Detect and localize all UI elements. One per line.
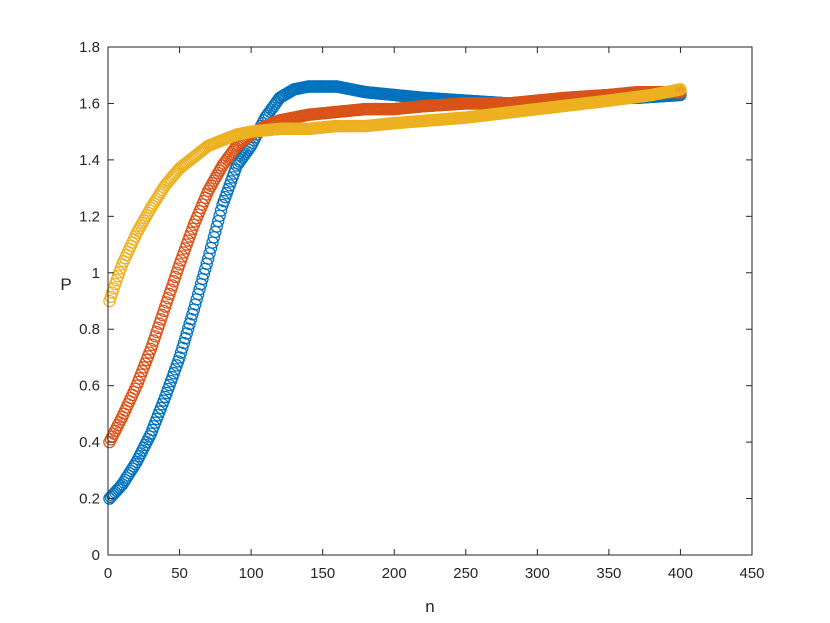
x-tick-label: 300 <box>525 565 550 582</box>
x-tick-label: 0 <box>104 565 112 582</box>
data-point <box>179 332 192 345</box>
axes-layer: 0 50 100 150 200 250 300 350 400 450 0 0.2 0.4 0.6 0.8… <box>79 39 764 582</box>
axes-box <box>107 46 753 556</box>
y-tick-label: 0 <box>92 547 100 564</box>
series-layer <box>103 80 687 505</box>
x-tick-label: 100 <box>239 565 264 582</box>
x-tick-label: 400 <box>668 565 693 582</box>
x-tick-label: 450 <box>739 565 764 582</box>
plot-area <box>108 47 752 555</box>
x-tick-label: 50 <box>171 565 188 582</box>
data-point <box>173 351 186 364</box>
data-point <box>674 83 687 96</box>
x-axis-title: n <box>425 597 434 616</box>
y-tick-label: 0.2 <box>79 491 100 508</box>
data-point <box>184 312 198 326</box>
x-tick-label: 150 <box>310 565 335 582</box>
data-point <box>174 346 188 359</box>
y-tick-label: 0.8 <box>79 321 100 338</box>
data-point <box>214 204 228 217</box>
data-point <box>114 479 128 493</box>
series-3 <box>103 83 687 308</box>
data-point <box>180 327 193 340</box>
x-tick-label: 200 <box>382 565 407 582</box>
y-tick-label: 1.4 <box>79 152 100 169</box>
data-point <box>176 341 189 355</box>
y-tick-label: 1.8 <box>79 39 100 56</box>
data-point <box>177 336 191 350</box>
y-tick-label: 1.2 <box>79 208 100 225</box>
data-point <box>183 317 196 331</box>
x-tick-label: 250 <box>453 565 478 582</box>
y-tick-label: 0.4 <box>79 434 100 451</box>
y-tick-label: 1 <box>92 265 100 282</box>
data-point <box>181 322 195 335</box>
x-tick-label: 350 <box>596 565 621 582</box>
y-axis-title: P <box>60 275 71 294</box>
y-tick-label: 0.6 <box>79 378 100 395</box>
y-tick-label: 1.6 <box>79 95 100 112</box>
